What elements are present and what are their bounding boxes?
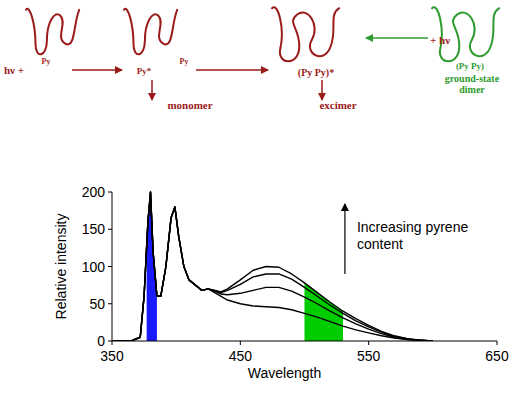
diagram: hν + Py Py* Py (Py Py)* + hν (Py Py) ground-sta… — [4, 7, 500, 111]
page: {"diagram": {"labels": [ {"text": "hν +"… — [0, 0, 516, 393]
y-tick — [108, 229, 112, 230]
y-tick-label: 50 — [89, 296, 105, 312]
x-tick — [368, 341, 369, 345]
text-line: Increasing pyrene — [357, 219, 469, 235]
y-tick-label: 100 — [82, 259, 106, 275]
spectrum-line — [112, 192, 433, 341]
x-tick-label: 450 — [229, 348, 253, 364]
text-line: ground-state — [445, 73, 500, 84]
diagram-label: hν + — [4, 64, 24, 76]
y-tick — [108, 303, 112, 304]
spectrum-line — [112, 192, 433, 341]
arrow — [196, 69, 268, 71]
annotation-arrow — [344, 204, 345, 274]
x-tick-label: 650 — [485, 348, 509, 364]
x-axis-title: Wavelength — [248, 365, 321, 381]
plot-marks — [112, 192, 433, 341]
arrow — [366, 37, 428, 39]
y-tick — [108, 341, 112, 342]
x-tick-label: 550 — [357, 348, 381, 364]
x-tick — [497, 341, 498, 345]
arrow — [321, 80, 323, 100]
spectrum-line — [112, 192, 433, 341]
diagram-label: ground-statedimer — [445, 73, 500, 95]
figure: hν + Py Py* Py (Py Py)* + hν (Py Py) ground-sta… — [0, 0, 516, 393]
y-tick — [108, 266, 112, 267]
diagram-label: Py — [42, 57, 51, 66]
polymer-chain-excimer — [272, 7, 339, 61]
y-tick — [108, 192, 112, 193]
diagram-label: monomer — [167, 99, 212, 111]
annotation: Increasing pyrenecontent — [357, 219, 469, 252]
diagram-label: excimer — [319, 99, 356, 111]
spectrum-line — [112, 192, 433, 341]
text-line: dimer — [459, 84, 485, 95]
x-tick — [112, 341, 113, 345]
polymer-chain — [124, 9, 177, 54]
polymer-chain — [26, 9, 79, 54]
arrow — [72, 69, 122, 71]
diagram-label: Py — [180, 57, 189, 66]
arrow — [151, 80, 153, 100]
x-tick — [240, 341, 241, 345]
diagram-label: (Py Py) — [456, 61, 484, 71]
chart: 0 50 100 150 200 350 450 550 650 Wavelength Relati… — [53, 184, 509, 381]
diagram-label: + hν — [430, 34, 450, 46]
y-tick-label: 150 — [82, 221, 106, 237]
y-tick-label: 0 — [97, 333, 105, 349]
diagram-label: Py* — [137, 66, 152, 76]
y-axis-title: Relative intensity — [53, 214, 69, 320]
x-axis — [112, 341, 497, 342]
diagram-label: (Py Py)* — [298, 67, 334, 79]
y-tick-label: 200 — [82, 184, 106, 200]
text-line: content — [357, 236, 403, 252]
x-tick-label: 350 — [100, 348, 124, 364]
